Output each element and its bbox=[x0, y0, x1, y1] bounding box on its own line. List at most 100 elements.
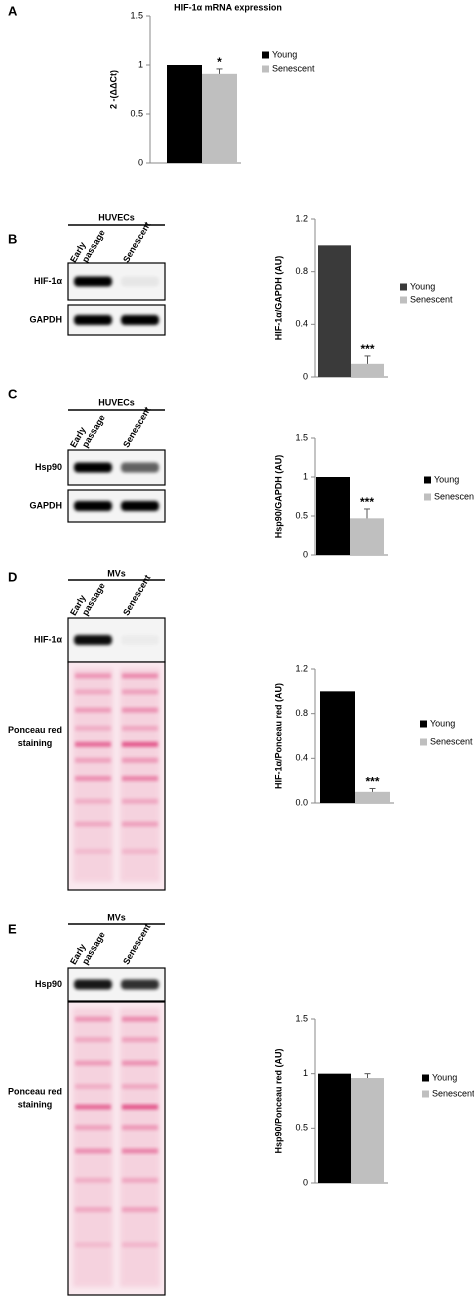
legend-label: Senescent bbox=[434, 491, 474, 501]
ponceau-band bbox=[122, 1242, 158, 1248]
error-bar bbox=[364, 508, 370, 519]
error-bar bbox=[216, 68, 223, 74]
ponceau-band bbox=[75, 798, 111, 804]
blot-label: GAPDH bbox=[29, 314, 62, 324]
y-tick-label: 0.4 bbox=[295, 753, 308, 763]
bar bbox=[167, 65, 202, 163]
legend-swatch bbox=[422, 1074, 429, 1082]
ponceau-band bbox=[122, 798, 158, 804]
chart-title: HIF-1α mRNA expression bbox=[174, 2, 282, 12]
ponceau-band bbox=[122, 1177, 158, 1183]
ponceau-band bbox=[122, 848, 158, 854]
ponceau-band bbox=[75, 776, 111, 781]
legend-swatch bbox=[400, 296, 407, 304]
ponceau-lane bbox=[120, 1008, 160, 1287]
legend-label: Senescent bbox=[272, 63, 315, 73]
annotation: *** bbox=[360, 342, 374, 356]
y-tick-label: 1.2 bbox=[295, 663, 308, 673]
ponceau-band bbox=[75, 741, 111, 747]
blot-label: Hsp90 bbox=[35, 462, 62, 472]
ponceau-band bbox=[75, 821, 111, 827]
ponceau-band bbox=[75, 1207, 111, 1213]
ponceau-band bbox=[75, 1104, 111, 1110]
y-axis-label: Hsp90/GAPDH (AU) bbox=[273, 455, 283, 539]
ponceau-band bbox=[122, 757, 158, 763]
ponceau-band bbox=[122, 1037, 158, 1043]
legend-swatch bbox=[424, 476, 431, 484]
band bbox=[74, 276, 112, 287]
band bbox=[121, 462, 159, 473]
error-bar bbox=[364, 1073, 371, 1079]
ponceau-band bbox=[75, 757, 111, 763]
bar bbox=[318, 245, 351, 377]
legend-swatch bbox=[424, 493, 431, 501]
blot-group: HUVECs bbox=[98, 397, 135, 407]
error-bar bbox=[364, 355, 371, 364]
ponceau-band bbox=[75, 725, 111, 731]
y-axis-label: HIF-1α/GAPDH (AU) bbox=[273, 256, 283, 341]
ponceau-band bbox=[122, 776, 158, 781]
blot bbox=[67, 1001, 166, 1296]
band bbox=[74, 501, 112, 511]
ponceau-band bbox=[75, 689, 111, 695]
y-tick-label: 0.0 bbox=[295, 797, 308, 807]
legend-swatch bbox=[420, 738, 427, 746]
band bbox=[121, 635, 159, 645]
blot-label: Ponceau red bbox=[8, 725, 62, 735]
band bbox=[74, 979, 112, 990]
ponceau-band bbox=[75, 1242, 111, 1248]
blot bbox=[67, 661, 166, 891]
ponceau-band bbox=[122, 1207, 158, 1213]
blot bbox=[67, 489, 166, 523]
ponceau-lane bbox=[73, 668, 113, 882]
lane-label: Senescent bbox=[121, 220, 152, 264]
ponceau-band bbox=[122, 1104, 158, 1110]
y-tick-label: 1 bbox=[303, 471, 308, 481]
lane-label: Senescent bbox=[121, 922, 152, 966]
panel-letter: D bbox=[8, 569, 17, 584]
panel-letter: C bbox=[8, 386, 18, 401]
ponceau-lane bbox=[73, 1008, 113, 1287]
blot-label: Hsp90 bbox=[35, 979, 62, 989]
ponceau-lane bbox=[120, 668, 160, 882]
legend-swatch bbox=[262, 51, 269, 59]
ponceau-band bbox=[75, 848, 111, 854]
y-tick-label: 0.8 bbox=[295, 266, 308, 276]
y-tick-label: 0 bbox=[138, 157, 143, 167]
blot-group: MVs bbox=[107, 568, 126, 578]
bar bbox=[351, 1078, 384, 1183]
bar bbox=[202, 73, 237, 163]
band bbox=[121, 979, 159, 990]
ponceau-band bbox=[122, 725, 158, 731]
ponceau-band bbox=[122, 673, 158, 679]
legend-swatch bbox=[420, 720, 427, 728]
panel-letter: B bbox=[8, 231, 17, 246]
y-tick-label: 0.5 bbox=[130, 108, 143, 118]
ponceau-band bbox=[122, 1084, 158, 1090]
annotation: *** bbox=[365, 775, 379, 789]
panel-letter: A bbox=[8, 3, 18, 18]
y-tick-label: 0.5 bbox=[295, 1123, 308, 1133]
y-tick-label: 1.5 bbox=[295, 1013, 308, 1023]
ponceau-band bbox=[122, 741, 158, 747]
legend-swatch bbox=[400, 283, 407, 291]
legend-label: Young bbox=[432, 1072, 457, 1082]
y-tick-label: 0 bbox=[303, 549, 308, 559]
legend-label: Young bbox=[272, 49, 297, 59]
ponceau-band bbox=[75, 1177, 111, 1183]
y-tick-label: 1 bbox=[303, 1068, 308, 1078]
y-tick-label: 1 bbox=[138, 59, 143, 69]
blot bbox=[67, 617, 166, 663]
blot bbox=[67, 967, 166, 1002]
blot-label: Ponceau red bbox=[8, 1087, 62, 1097]
legend-label: Senescent bbox=[432, 1088, 474, 1098]
annotation: *** bbox=[360, 495, 374, 509]
bar bbox=[351, 363, 384, 377]
ponceau-band bbox=[122, 1125, 158, 1131]
ponceau-band bbox=[122, 821, 158, 827]
y-axis-label: 2 -(ΔΔCt) bbox=[108, 70, 118, 109]
ponceau-band bbox=[75, 1125, 111, 1131]
band bbox=[121, 315, 159, 325]
blot-group: HUVECs bbox=[98, 212, 135, 222]
